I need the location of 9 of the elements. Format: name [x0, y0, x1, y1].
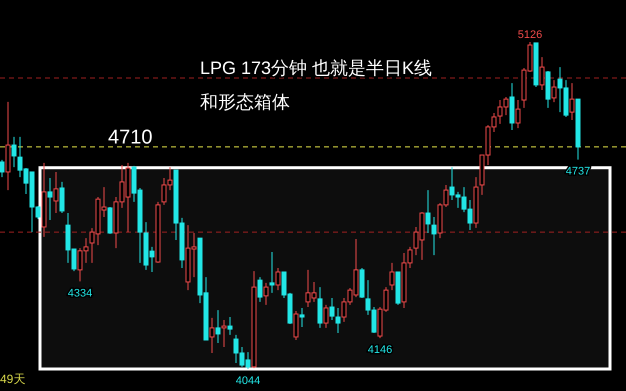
text: 和形态箱体	[200, 92, 290, 112]
annotation: 4334	[68, 287, 92, 300]
annotation: 5126	[518, 29, 542, 41]
band-label: 4710	[108, 126, 152, 149]
annotation: 4737	[566, 166, 590, 178]
annotation: 4146	[368, 344, 392, 356]
text: 49天	[0, 372, 26, 386]
text: LPG 173分钟 也就是半日K线	[200, 58, 432, 78]
annotation: 4044	[236, 375, 260, 387]
